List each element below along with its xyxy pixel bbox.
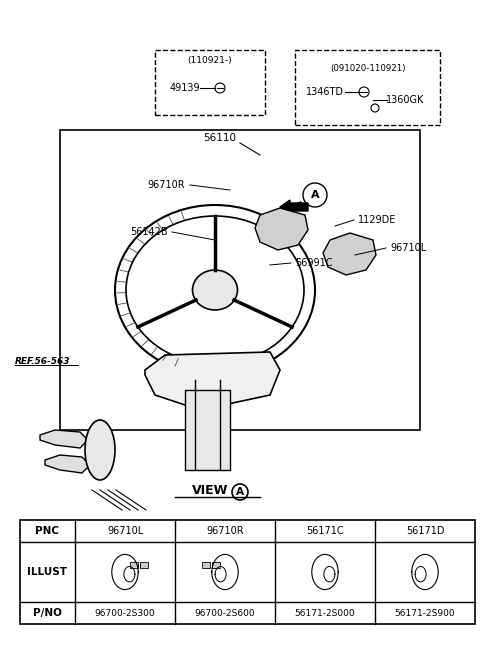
Text: PNC: PNC (36, 526, 60, 536)
Text: A: A (311, 190, 319, 200)
Polygon shape (40, 430, 88, 448)
Ellipse shape (192, 270, 238, 310)
Text: (110921-): (110921-) (188, 56, 232, 64)
Text: VIEW: VIEW (192, 483, 228, 496)
Text: 96700-2S600: 96700-2S600 (195, 608, 255, 618)
FancyBboxPatch shape (202, 563, 210, 569)
Text: 56110: 56110 (204, 133, 237, 143)
Polygon shape (145, 352, 280, 410)
Text: 56142B: 56142B (131, 227, 168, 237)
Polygon shape (255, 208, 308, 250)
Text: 96700-2S300: 96700-2S300 (95, 608, 156, 618)
Text: (091020-110921): (091020-110921) (330, 64, 406, 73)
Text: P/NO: P/NO (33, 608, 62, 618)
Text: ILLUST: ILLUST (27, 567, 68, 577)
Text: 56171D: 56171D (406, 526, 444, 536)
Text: 56171-2S900: 56171-2S900 (395, 608, 456, 618)
FancyBboxPatch shape (185, 390, 230, 470)
FancyBboxPatch shape (140, 563, 148, 569)
Text: 56171C: 56171C (306, 526, 344, 536)
Ellipse shape (85, 420, 115, 480)
Text: 96710L: 96710L (390, 243, 426, 253)
FancyArrow shape (280, 200, 308, 214)
FancyBboxPatch shape (130, 563, 138, 569)
Text: 1360GK: 1360GK (386, 95, 424, 105)
Text: 96710R: 96710R (206, 526, 244, 536)
Text: 96710R: 96710R (147, 180, 185, 190)
Polygon shape (323, 233, 376, 275)
Text: REF.56-563: REF.56-563 (15, 358, 71, 367)
FancyBboxPatch shape (212, 563, 220, 569)
Text: 1346TD: 1346TD (306, 87, 344, 97)
Text: A: A (236, 487, 244, 497)
Text: 49139: 49139 (170, 83, 200, 93)
Text: 56171-2S000: 56171-2S000 (295, 608, 355, 618)
Polygon shape (45, 455, 90, 473)
Text: 96710L: 96710L (107, 526, 143, 536)
Text: 56991C: 56991C (295, 258, 333, 268)
Text: 1129DE: 1129DE (358, 215, 396, 225)
